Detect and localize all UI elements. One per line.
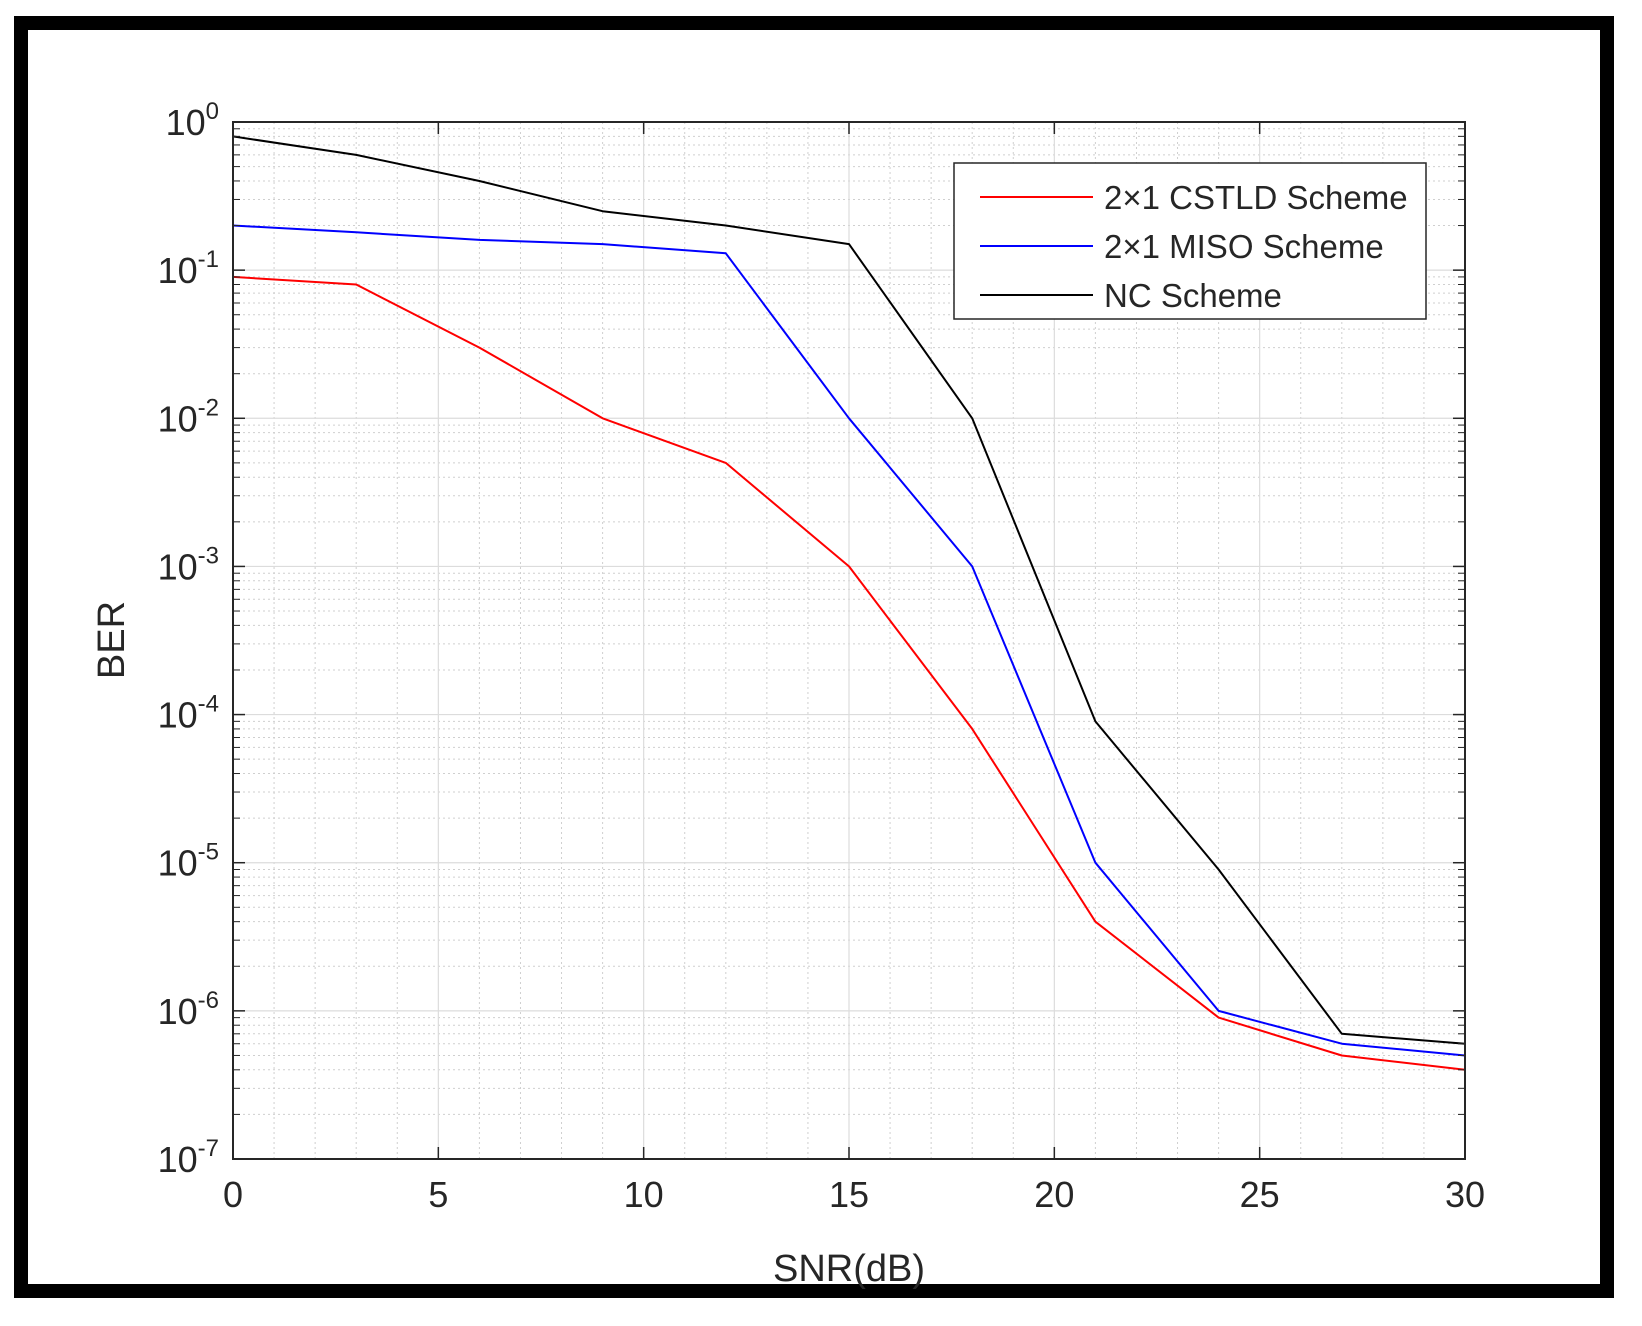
x-tick-label: 20 [1034,1174,1074,1215]
y-tick-label: 10-1 [158,246,219,291]
tick-marks [232,121,1466,1160]
y-tick-label: 10-2 [158,394,219,439]
y-tick-base: 10 [158,398,198,439]
y-tick-label: 10-4 [158,691,219,736]
y-tick-label: 10-3 [158,542,219,587]
series-layer [232,135,1466,1071]
y-tick-label: 10-5 [158,839,219,884]
y-tick-label: 10-6 [158,987,219,1032]
legend-label-1: 2×1 CSTLD Scheme [1104,179,1408,216]
y-tick-exponent: -7 [198,1135,219,1162]
x-axis-label: SNR(dB) [773,1248,925,1290]
y-tick-base: 10 [158,991,198,1032]
y-tick-exponent: -3 [198,542,219,569]
legend-label-3: NC Scheme [1104,277,1282,314]
y-tick-label: 100 [166,98,219,143]
y-axis-label: BER [91,601,133,679]
y-tick-base: 10 [158,1139,198,1180]
y-tick-exponent: -6 [198,987,219,1014]
series-line-1 [232,275,1466,1071]
legend-box [953,162,1427,320]
legend-label-2: 2×1 MISO Scheme [1104,228,1384,265]
y-tick-exponent: -1 [198,246,219,273]
y-tick-exponent: -4 [198,691,219,718]
x-tick-label: 10 [624,1174,664,1215]
y-tick-exponent: 0 [206,98,219,125]
x-tick-label: 25 [1240,1174,1280,1215]
x-tick-label: 0 [223,1174,243,1215]
y-tick-exponent: -5 [198,839,219,866]
y-tick-label: 10-7 [158,1135,219,1180]
x-tick-label: 5 [428,1174,448,1215]
y-tick-base: 10 [158,546,198,587]
x-tick-label: 15 [829,1174,869,1215]
y-tick-exponent: -2 [198,394,219,421]
x-tick-labels: 0 5 10 15 20 25 30 [223,1174,1485,1215]
series-line-3 [232,135,1466,1045]
y-tick-base: 10 [158,250,198,291]
y-tick-base: 10 [166,102,206,143]
y-tick-base: 10 [158,695,198,736]
legend: 2×1 CSTLD Scheme 2×1 MISO Scheme NC Scheme [953,162,1427,320]
x-tick-label: 30 [1445,1174,1485,1215]
series-line-2 [232,224,1466,1057]
y-tick-base: 10 [158,843,198,884]
